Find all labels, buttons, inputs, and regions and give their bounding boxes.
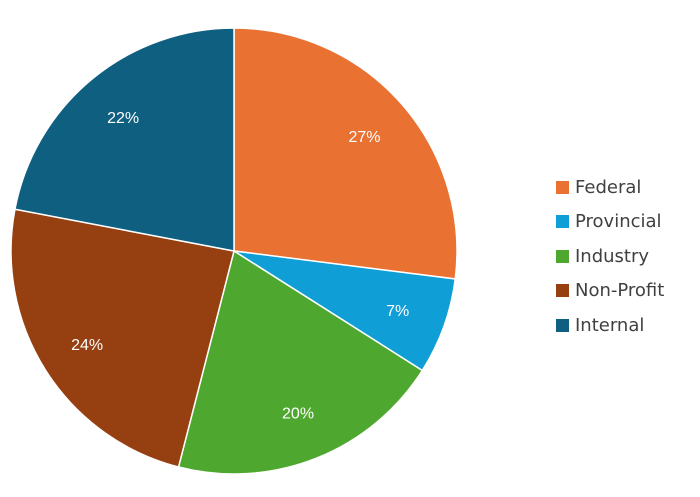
- legend-swatch: [556, 318, 569, 332]
- data-label: 20%: [282, 406, 314, 423]
- legend-swatch: [556, 180, 569, 194]
- legend-item-federal: Federal: [556, 170, 664, 205]
- legend-item-provincial: Provincial: [556, 205, 664, 240]
- legend-item-non-profit: Non-Profit: [556, 274, 664, 309]
- pie-slice-federal: [233, 27, 458, 280]
- legend-item-industry: Industry: [556, 239, 664, 274]
- pie-slice-industry: [177, 249, 424, 475]
- pie-slices: [10, 27, 458, 475]
- legend-item-internal: Internal: [556, 308, 664, 343]
- pie-slice-internal: [14, 27, 235, 252]
- legend-swatch: [556, 249, 569, 263]
- legend-label: Federal: [575, 176, 642, 198]
- legend-swatch: [556, 215, 569, 229]
- chart-legend: Federal Provincial Industry Non-Profit I…: [556, 170, 664, 343]
- data-label: 7%: [386, 303, 409, 320]
- pie-data-labels: 27% 7% 20% 24% 22%: [71, 110, 409, 423]
- data-label: 24%: [71, 337, 103, 354]
- legend-label: Non-Profit: [575, 280, 665, 302]
- legend-label: Industry: [575, 245, 650, 267]
- legend-label: Internal: [575, 314, 645, 336]
- pie-slice-non-profit: [10, 208, 235, 468]
- legend-label: Provincial: [575, 211, 662, 233]
- legend-swatch: [556, 284, 569, 298]
- data-label: 27%: [348, 129, 380, 146]
- data-label: 22%: [107, 110, 139, 127]
